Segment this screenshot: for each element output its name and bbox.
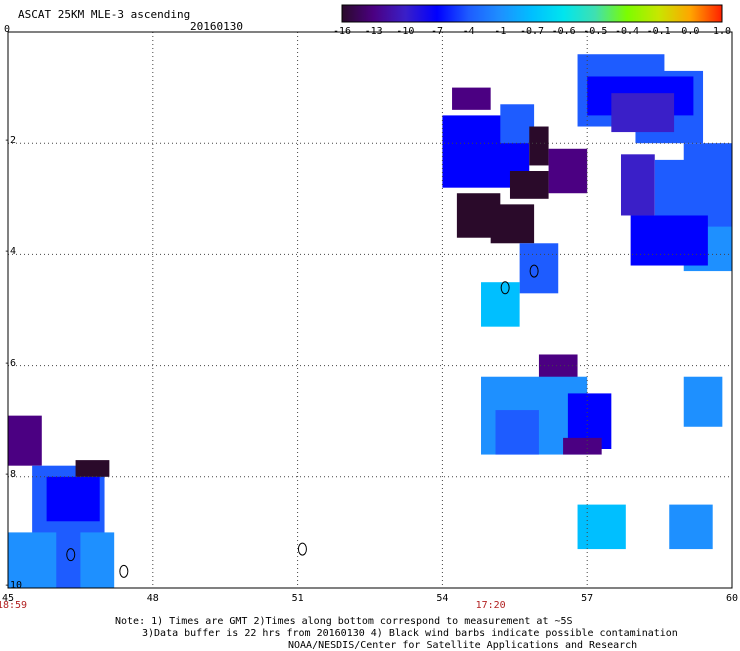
swath-cell — [490, 204, 535, 244]
y-tick-label: -2 — [4, 135, 17, 147]
x-tick-label: 54 — [436, 593, 449, 604]
x-tick-label: 45 — [1, 593, 15, 604]
swath-cell — [8, 415, 42, 466]
island-outline — [66, 548, 76, 562]
swath-cell — [500, 104, 535, 144]
note-line-2: 3)Data buffer is 22 hrs from 20160130 4)… — [142, 628, 678, 639]
swath-cell — [481, 282, 520, 327]
time-label: 18:59 — [0, 600, 28, 611]
swath-cell — [630, 215, 708, 266]
swath-cell — [548, 148, 588, 194]
swath-cell — [529, 126, 549, 166]
swath-cell — [46, 476, 100, 522]
y-tick-label: 0 — [4, 24, 11, 35]
y-tick-label: -4 — [4, 246, 17, 258]
swath-cell — [519, 243, 559, 294]
note-line-3: NOAA/NESDIS/Center for Satellite Applica… — [288, 640, 638, 651]
island-outline — [500, 281, 510, 295]
island-outline — [119, 564, 129, 578]
time-label: 17:20 — [475, 600, 506, 611]
swath-cell — [683, 376, 723, 427]
y-tick-label: -10 — [4, 580, 23, 591]
x-tick-label: 51 — [291, 593, 304, 604]
island-outline — [297, 542, 307, 556]
map-frame — [7, 31, 733, 589]
swath-cell — [577, 504, 626, 550]
product-title: ASCAT 25KM MLE-3 ascending — [18, 8, 191, 21]
map-plot — [7, 31, 733, 589]
product-date: 20160130 — [190, 20, 243, 33]
swath-cell — [563, 437, 602, 455]
swath-cell — [611, 93, 675, 133]
swath-cell — [509, 171, 549, 199]
swath-cell — [75, 460, 110, 477]
swath-cell — [669, 504, 713, 550]
x-tick-label: 48 — [146, 593, 159, 604]
y-tick-label: -8 — [4, 468, 17, 480]
island-outline — [529, 264, 539, 278]
colorbar — [341, 4, 723, 23]
swath-cell — [8, 532, 57, 588]
x-tick-label: 60 — [725, 593, 739, 604]
swath-cell — [620, 154, 655, 216]
note-line-1: Note: 1) Times are GMT 2)Times along bot… — [115, 616, 573, 627]
y-tick-label: -6 — [4, 357, 17, 369]
swath-cell — [452, 87, 491, 110]
swath-cell — [80, 532, 115, 588]
colorbar-gradient — [341, 4, 723, 23]
x-tick-label: 57 — [581, 593, 594, 604]
swath-cell — [495, 410, 539, 455]
